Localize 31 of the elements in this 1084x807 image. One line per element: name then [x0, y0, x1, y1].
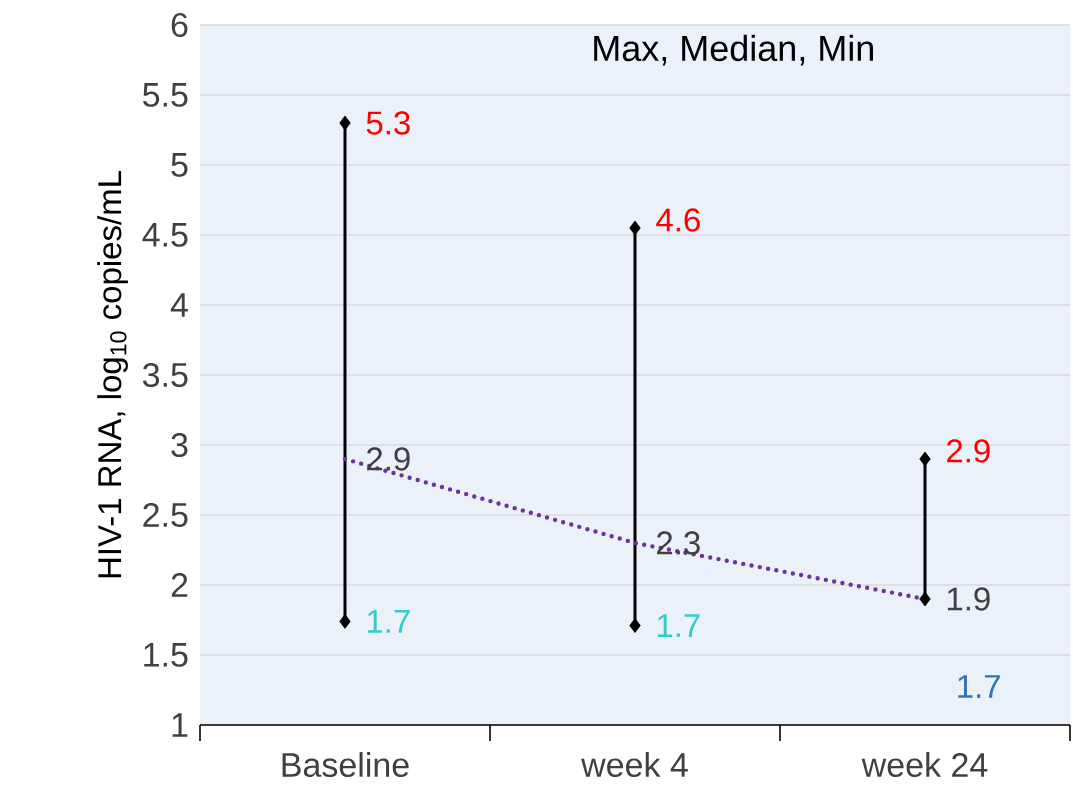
annotation: 1.7 [367, 610, 410, 633]
y-tick-label: 4 [170, 293, 188, 317]
y-tick-label: 2.5 [143, 502, 188, 528]
y-axis-title: HIV-1 RNA, log$_{10}$ copies/mL [97, 171, 128, 578]
point [919, 451, 931, 467]
y-tick-label: 1.5 [144, 643, 188, 667]
annotation: 5.3 [366, 111, 410, 135]
y-tick-label: 6 [171, 12, 188, 38]
x-tick-label: week 4 [581, 752, 688, 778]
y-tick-label: 3 [171, 432, 188, 458]
annotation: 4.6 [656, 208, 700, 232]
annotation: 1.7 [958, 675, 1000, 698]
y-tick-label: 5.5 [143, 83, 188, 107]
x-tick-label: Baseline [282, 752, 409, 778]
annotation: 2.9 [947, 439, 990, 463]
chart-title: Max, Median, Min [594, 34, 873, 66]
y-tick-label: 2 [171, 573, 188, 597]
point [339, 115, 351, 131]
point [629, 618, 641, 633]
annotation: 2.9 [367, 447, 410, 471]
annotation: 1.9 [947, 587, 990, 611]
y-tick-label: 1 [172, 713, 188, 737]
y-tick-label: 5 [171, 153, 188, 177]
y-tick-label: 3.5 [142, 362, 188, 388]
x-tick-label: week 24 [861, 752, 988, 778]
y-tick-label: 4.5 [142, 223, 188, 247]
annotation: 2.3 [657, 531, 700, 555]
annotation: 1.7 [657, 614, 700, 637]
point [919, 591, 931, 607]
point [629, 220, 641, 236]
point [339, 613, 351, 629]
